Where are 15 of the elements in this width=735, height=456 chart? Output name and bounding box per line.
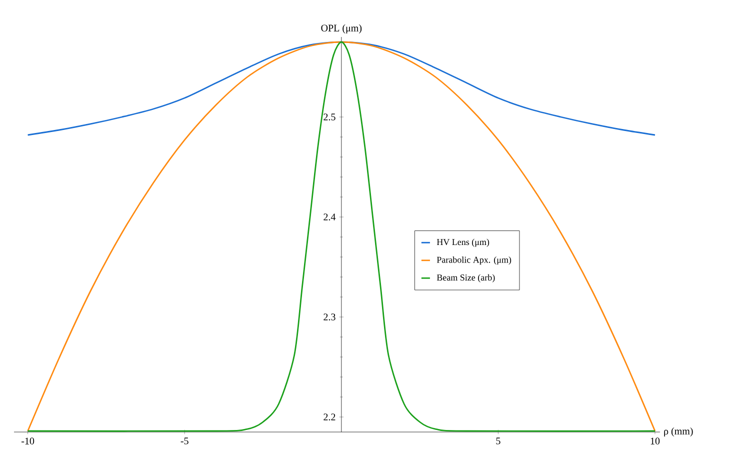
y-tick-label: 2.4 <box>324 214 336 220</box>
legend-label: Beam Size (arb) <box>436 274 495 282</box>
x-tick-label: -10 <box>22 438 34 444</box>
x-axis-title: ρ (mm) <box>664 427 693 437</box>
y-tick-label: 2.5 <box>324 114 336 120</box>
line-series <box>27 41 656 432</box>
x-tick-label: 5 <box>496 438 500 444</box>
line-series <box>27 41 656 136</box>
y-tick-label: 2.2 <box>324 414 336 420</box>
legend-label: Parabolic Apx. (μm) <box>436 256 512 265</box>
y-tick-label: 2.3 <box>324 314 336 320</box>
legend-label: HV Lens (μm) <box>436 238 490 247</box>
x-tick-label: 10 <box>650 438 660 444</box>
y-axis-title: OPL (μm) <box>321 24 362 34</box>
x-tick-label: -5 <box>180 438 188 444</box>
